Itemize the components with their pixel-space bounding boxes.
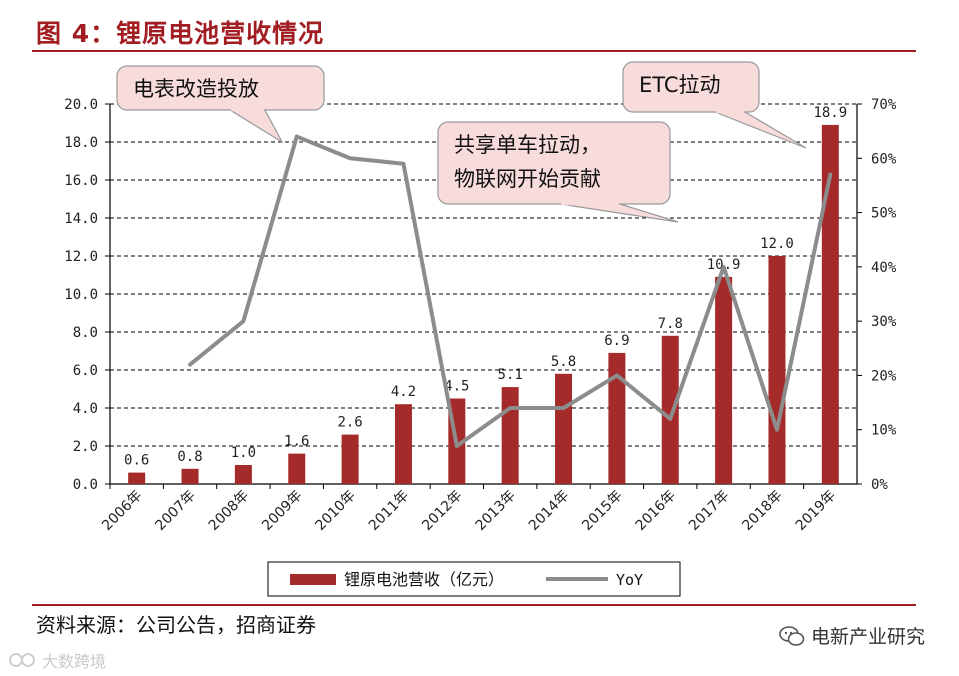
y-left-tick-label: 6.0 bbox=[73, 363, 98, 379]
callout-tail bbox=[559, 203, 679, 223]
x-tick-label: 2014年 bbox=[526, 488, 572, 534]
bar bbox=[128, 472, 146, 484]
legend-line-label: YoY bbox=[616, 571, 643, 589]
yoy-line bbox=[188, 134, 833, 448]
watermark-right: 电新产业研究 bbox=[779, 622, 925, 649]
bar bbox=[768, 256, 786, 484]
bar-data-label: 7.8 bbox=[658, 316, 683, 332]
bar-data-label: 5.1 bbox=[498, 367, 523, 383]
callout-text: ETC拉动 bbox=[639, 73, 721, 97]
bar-data-label: 18.9 bbox=[813, 105, 847, 121]
source-rule bbox=[32, 604, 916, 606]
x-tick-label: 2018年 bbox=[739, 488, 785, 534]
y-right-tick-label: 30% bbox=[871, 314, 897, 330]
bar bbox=[715, 276, 733, 484]
bar-data-label: 12.0 bbox=[760, 236, 794, 252]
callout-box bbox=[437, 121, 671, 205]
watermark-left-text: 大数跨境 bbox=[42, 652, 107, 671]
y-left-tick-label: 16.0 bbox=[64, 173, 98, 189]
bar bbox=[608, 352, 626, 484]
watermark-right-text: 电新产业研究 bbox=[810, 626, 925, 648]
y-right-tick-label: 40% bbox=[871, 260, 897, 276]
x-tick-label: 2007年 bbox=[152, 488, 198, 534]
legend-bar-swatch bbox=[290, 574, 336, 585]
x-tick-label: 2009年 bbox=[259, 488, 305, 534]
source-note: 资料来源：公司公告，招商证券 bbox=[36, 613, 316, 637]
x-tick-label: 2006年 bbox=[99, 488, 145, 534]
y-left-tick-label: 14.0 bbox=[64, 211, 98, 227]
callout-tail bbox=[714, 111, 807, 149]
callout-box bbox=[622, 61, 760, 113]
x-tick-label: 2008年 bbox=[206, 488, 252, 534]
bar-data-label: 0.6 bbox=[124, 453, 149, 469]
x-tick-label: 2011年 bbox=[366, 488, 412, 534]
callout-tail bbox=[227, 109, 284, 144]
bar-data-label: 1.0 bbox=[231, 445, 256, 461]
bar bbox=[234, 465, 252, 484]
x-tick-label: 2010年 bbox=[313, 488, 359, 534]
bar bbox=[288, 453, 306, 484]
x-tick-label: 2012年 bbox=[419, 488, 465, 534]
bar-data-label: 4.5 bbox=[444, 379, 469, 395]
x-tick-label: 2019年 bbox=[793, 488, 839, 534]
bar-data-label: 6.9 bbox=[604, 333, 629, 349]
bar-data-label: 4.2 bbox=[391, 384, 416, 400]
bar bbox=[501, 387, 519, 484]
y-right-tick-label: 10% bbox=[871, 423, 897, 439]
bar-data-label: 2.6 bbox=[337, 415, 362, 431]
x-tick-label: 2016年 bbox=[633, 488, 679, 534]
bar bbox=[341, 434, 359, 484]
y-right-tick-label: 70% bbox=[871, 97, 897, 113]
x-tick-label: 2015年 bbox=[579, 488, 625, 534]
y-left-tick-label: 12.0 bbox=[64, 249, 98, 265]
figure-title: 图 4：锂原电池营收情况 bbox=[36, 19, 325, 48]
bar bbox=[661, 335, 679, 484]
legend-box bbox=[267, 561, 681, 597]
bar bbox=[181, 468, 199, 484]
callout-text: 电表改造投放 bbox=[133, 77, 259, 101]
bar bbox=[555, 373, 573, 484]
x-tick-label: 2013年 bbox=[473, 488, 519, 534]
watermark-left: 大数跨境 bbox=[8, 648, 106, 672]
bar-data-label: 1.6 bbox=[284, 434, 309, 450]
y-left-tick-label: 8.0 bbox=[73, 325, 98, 341]
callout-box bbox=[116, 65, 325, 111]
x-tick-label: 2017年 bbox=[686, 488, 732, 534]
y-right-tick-label: 0% bbox=[871, 477, 888, 493]
bar-data-label: 5.8 bbox=[551, 354, 576, 370]
y-left-tick-label: 10.0 bbox=[64, 287, 98, 303]
title-rule bbox=[32, 50, 916, 52]
y-left-tick-label: 2.0 bbox=[73, 439, 98, 455]
y-right-tick-label: 50% bbox=[871, 206, 897, 222]
y-left-tick-label: 0.0 bbox=[73, 477, 98, 493]
bar-data-label: 0.8 bbox=[177, 449, 202, 465]
chat-bubbles-icon bbox=[779, 625, 805, 646]
chart-canvas: 0.0 2.0 4.0 6.0 8.0 10.0 12.0 14.0 16.0 18.0 20.0 0… bbox=[64, 61, 897, 597]
logo-icon bbox=[9, 653, 35, 667]
y-left-tick-label: 4.0 bbox=[73, 401, 98, 417]
y-right-tick-label: 60% bbox=[871, 151, 897, 167]
y-left-tick-label: 20.0 bbox=[64, 97, 98, 113]
callout-text: 共享单车拉动， bbox=[454, 133, 601, 157]
legend-bar-label: 锂原电池营收（亿元） bbox=[344, 570, 504, 589]
bar bbox=[394, 404, 412, 484]
y-left-tick-label: 18.0 bbox=[64, 135, 98, 151]
y-right-tick-label: 20% bbox=[871, 368, 897, 384]
bar bbox=[821, 124, 839, 485]
callout-text: 物联网开始贡献 bbox=[454, 167, 601, 191]
